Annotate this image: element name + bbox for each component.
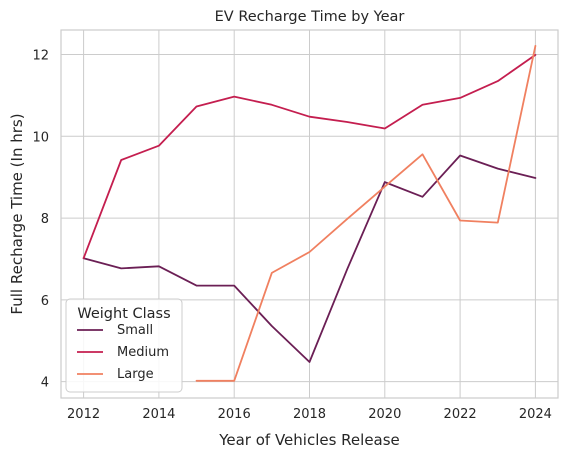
series-line-small xyxy=(82,154,537,363)
legend-label: Small xyxy=(117,323,153,338)
y-tick-label: 8 xyxy=(41,212,49,227)
x-tick-label: 2024 xyxy=(519,407,552,422)
legend-box xyxy=(65,298,183,393)
x-tick-label: 2018 xyxy=(293,407,326,422)
x-tick-label: 2014 xyxy=(142,407,175,422)
grid xyxy=(61,30,558,398)
y-tick-label: 4 xyxy=(41,376,49,391)
legend-label: Medium xyxy=(117,345,169,360)
x-tick-label: 2020 xyxy=(368,407,401,422)
legend-item-medium: Medium xyxy=(77,345,169,360)
tick-labels: 2012 2014 2016 2018 2020 2022 2024 4 6 8 10 12 xyxy=(32,49,552,422)
y-tick-label: 12 xyxy=(32,49,49,64)
x-tick-label: 2022 xyxy=(444,407,477,422)
series-line-medium xyxy=(82,54,537,260)
legend-items: Small Medium Large xyxy=(77,323,169,382)
legend-label: Large xyxy=(117,367,154,382)
x-axis-label: Year of Vehicles Release xyxy=(218,431,400,449)
y-tick-label: 10 xyxy=(32,130,49,145)
series-lines xyxy=(82,45,537,382)
legend-title: Weight Class xyxy=(77,306,170,322)
legend-item-large: Large xyxy=(77,367,154,382)
x-tick-label: 2016 xyxy=(218,407,251,422)
legend: Weight Class Small Medium Large xyxy=(65,298,183,393)
series-line-large xyxy=(195,45,537,382)
chart-title: EV Recharge Time by Year xyxy=(215,9,405,25)
y-tick-label: 6 xyxy=(41,294,49,309)
plot-frame xyxy=(60,29,559,399)
y-axis-label: Full Recharge Time (In hrs) xyxy=(8,113,26,314)
legend-item-small: Small xyxy=(77,323,153,338)
x-tick-label: 2012 xyxy=(67,407,100,422)
